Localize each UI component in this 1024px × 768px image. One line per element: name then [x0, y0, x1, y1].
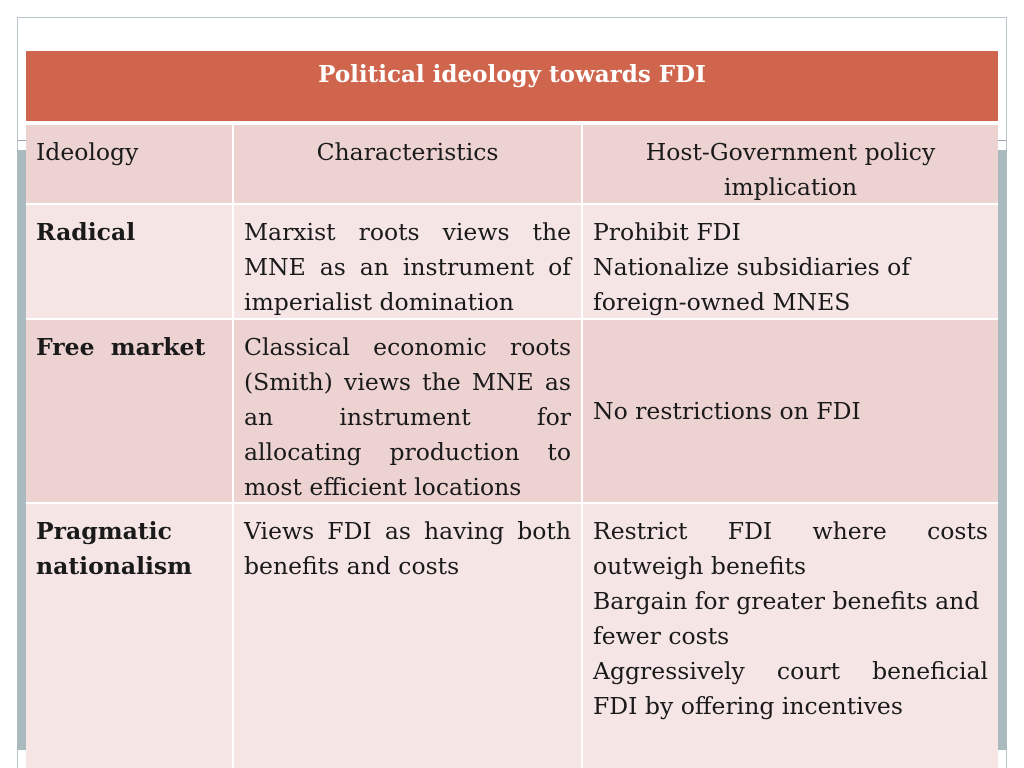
text-line: Pragmatic — [36, 517, 172, 545]
header-ideology: Ideology — [26, 125, 234, 203]
ideology-cell: Radical — [26, 205, 234, 318]
text-line: nationalism — [36, 552, 193, 580]
slide-dash-left — [17, 140, 29, 141]
header-policy: Host-Government policy implication — [645, 138, 936, 201]
ideology-cell: Pragmatic nationalism — [26, 504, 234, 768]
text-line: No restrictions on FDI — [593, 396, 861, 425]
text-line: FDI by offering incentives — [593, 692, 903, 720]
text-line: most efficient locations — [244, 473, 522, 501]
text-line: Bargain for greater benefits and — [593, 587, 980, 615]
header-characteristics: Characteristics — [234, 125, 583, 203]
slide-dash-right — [995, 140, 1007, 141]
text-line: fewer costs — [593, 622, 730, 650]
table-title: Political ideology towards FDI — [26, 51, 998, 121]
text-line: Prohibit FDI — [593, 218, 741, 246]
table-row: Free market Classical economic roots (Sm… — [26, 320, 998, 502]
ideology-label: Free market — [36, 333, 206, 361]
text-line: Nationalize subsidiaries of — [593, 253, 911, 281]
characteristics-cell: Views FDI as having both benefits and co… — [234, 504, 583, 768]
text-line: Marxist roots views the — [244, 218, 571, 246]
text-line: Restrict FDI where costs — [593, 517, 988, 545]
characteristics-cell: Marxist roots views the MNE as an instru… — [234, 205, 583, 318]
policy-cell: Restrict FDI where costs outweigh benefi… — [583, 504, 998, 768]
text-line: (Smith) views the MNE as — [244, 368, 571, 396]
text-line: Views FDI as having both — [244, 517, 571, 545]
text-line: Aggressively court beneficial — [593, 657, 988, 685]
table-row: Radical Marxist roots views the MNE as a… — [26, 205, 998, 318]
text-line: an instrument for — [244, 403, 571, 431]
policy-cell: Prohibit FDI Nationalize subsidiaries of… — [583, 205, 998, 318]
text-line: allocating production to — [244, 438, 571, 466]
text-line: Classical economic roots — [244, 333, 571, 361]
text-line: benefits and costs — [244, 552, 460, 580]
ideology-cell: Free market — [26, 320, 234, 502]
ideology-table: Political ideology towards FDI Ideology … — [26, 51, 998, 768]
slide-frame-top — [17, 17, 1007, 18]
slide-side-band-right — [998, 150, 1007, 750]
text-line: MNE as an instrument of — [244, 253, 571, 281]
text-line: imperialist domination — [244, 288, 514, 316]
table-row: Pragmatic nationalism Views FDI as havin… — [26, 504, 998, 768]
text-line: outweigh benefits — [593, 552, 807, 580]
policy-cell: No restrictions on FDI — [583, 320, 998, 502]
text-line: foreign-owned MNES — [593, 288, 851, 316]
slide-side-band-left — [17, 150, 26, 750]
characteristics-cell: Classical economic roots (Smith) views t… — [234, 320, 583, 502]
table-header-row: Ideology Characteristics Host-Government… — [26, 125, 998, 203]
